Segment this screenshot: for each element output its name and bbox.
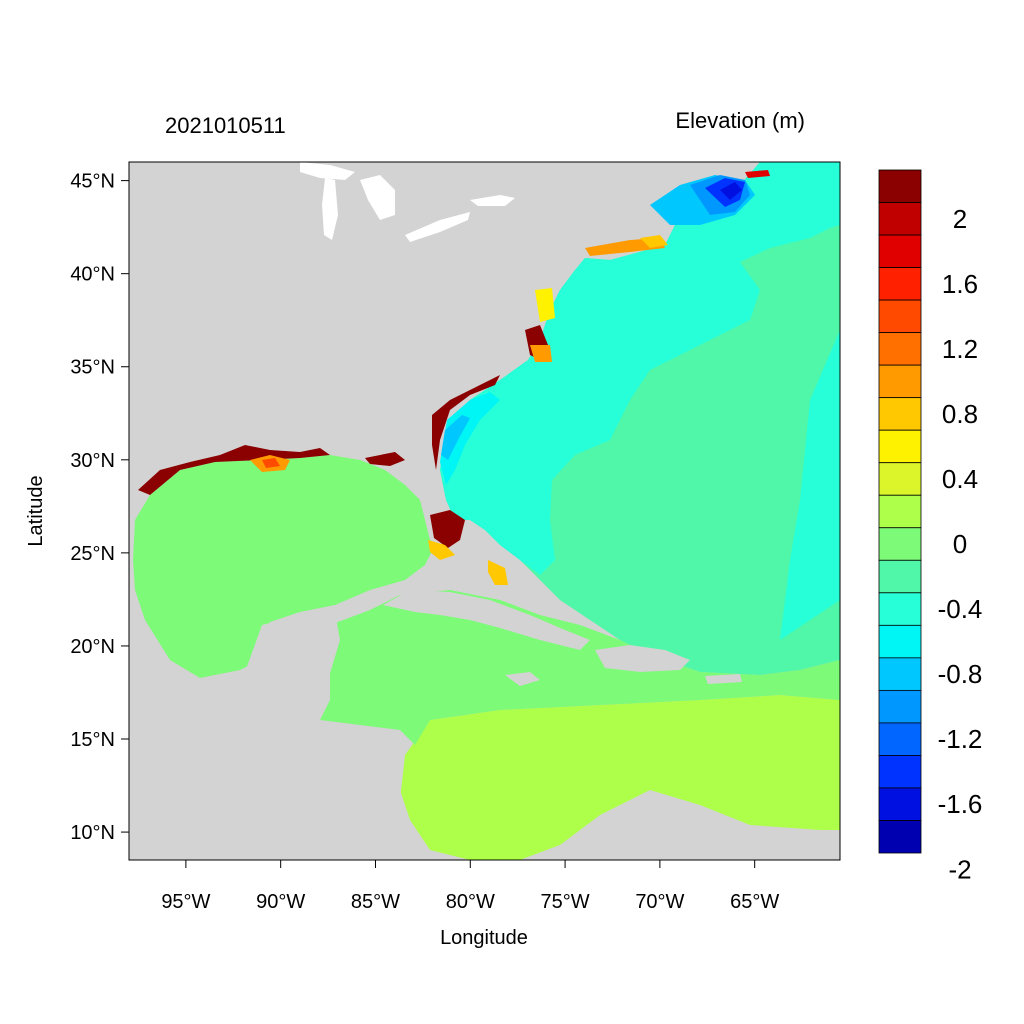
y-tick-label: 40°N (70, 264, 115, 286)
colorbar-label: -1.2 (938, 724, 983, 754)
colorbar-swatch (878, 559, 922, 594)
x-axis-label: Longitude (440, 927, 528, 949)
central-america-land (129, 715, 405, 860)
colorbar-swatch (878, 624, 922, 659)
hispaniola-land (595, 645, 690, 672)
colorbar-label: 0.8 (942, 399, 978, 429)
gulf-coast-surge (138, 445, 330, 495)
x-tick-label: 75°W (541, 891, 590, 913)
x-tick-label: 80°W (446, 891, 495, 913)
map-panel: 95°W 90°W 85°W 80°W 75°W 70°W 65°W 45°N 40°N 35°… (70, 161, 841, 913)
colorbar-label: 0.4 (942, 464, 978, 494)
big-bend-surge (365, 452, 405, 466)
carolina-coast-surge (432, 375, 500, 470)
colorbar-swatch (878, 527, 922, 561)
puerto-rico-land (705, 674, 742, 684)
y-tick-label: 20°N (70, 636, 115, 658)
lake-huron (360, 175, 395, 220)
x-tick-label: 85°W (351, 891, 400, 913)
variable-title: Elevation (m) (675, 108, 805, 133)
louisiana-surge-peak (262, 458, 280, 468)
georgia-low-water (440, 392, 500, 485)
cuba-land (383, 590, 590, 650)
colorbar-label: 1.6 (942, 269, 978, 299)
colorbar-label: -0.4 (938, 594, 983, 624)
x-tick-label: 70°W (635, 891, 684, 913)
colorbar-swatch (878, 755, 922, 789)
colorbar (878, 169, 922, 854)
y-tick-label: 10°N (70, 822, 115, 844)
colorbar-swatch (878, 462, 922, 496)
colorbar-swatch (878, 592, 922, 626)
x-axis-ticks: 95°W 90°W 85°W 80°W 75°W 70°W 65°W (161, 860, 779, 913)
colorbar-labels: 2 1.6 1.2 0.8 0.4 0 -0.4 -0.8 -1.2 -1.6 -2 (938, 204, 983, 884)
colorbar-swatch (878, 332, 922, 366)
atlantic-east-low (780, 330, 840, 640)
y-tick-label: 25°N (70, 543, 115, 565)
jamaica-land (505, 672, 540, 686)
bahamas-surge (488, 560, 508, 585)
lake-ontario (470, 195, 515, 206)
florida-surge-high (430, 510, 465, 548)
florida-keys-surge (428, 540, 455, 560)
y-tick-label: 15°N (70, 729, 115, 751)
lake-superior (300, 162, 355, 180)
georgia-lower-water (441, 415, 470, 460)
colorbar-label: -0.8 (938, 659, 983, 689)
x-tick-label: 65°W (730, 891, 779, 913)
colorbar-label: -1.6 (938, 789, 983, 819)
colorbar-swatch (878, 494, 922, 529)
colorbar-swatch (878, 234, 922, 268)
colorbar-label: -2 (948, 854, 971, 884)
colorbar-swatch (878, 267, 922, 301)
x-tick-label: 95°W (161, 891, 210, 913)
colorbar-swatch (878, 657, 922, 691)
y-tick-label: 45°N (70, 171, 115, 193)
x-tick-label: 90°W (256, 891, 305, 913)
colorbar-swatch (878, 397, 922, 431)
colorbar-swatch (878, 429, 922, 464)
colorbar-swatch (878, 722, 922, 756)
colorbar-swatch (878, 169, 922, 203)
yucatan-land (245, 612, 340, 720)
colorbar-label: 1.2 (942, 334, 978, 364)
map-frame (128, 161, 841, 861)
caribbean-central (320, 590, 840, 745)
lake-erie (405, 212, 470, 242)
maine-coast-surge (745, 170, 770, 178)
colorbar-swatch (878, 820, 922, 854)
y-tick-label: 30°N (70, 450, 115, 472)
delaware-surge (535, 288, 555, 322)
y-axis-ticks: 45°N 40°N 35°N 30°N 25°N 20°N 15°N 10°N (70, 171, 129, 844)
pamlico-surge (530, 345, 552, 362)
date-title: 2021010511 (165, 113, 286, 138)
y-axis-label: Latitude (25, 475, 47, 546)
colorbar-swatch (878, 787, 922, 821)
cape-cod-surge (640, 235, 668, 248)
colorbar-swatch (878, 364, 922, 399)
colorbar-swatch (878, 299, 922, 334)
south-america-land (520, 790, 840, 860)
y-tick-label: 35°N (70, 357, 115, 379)
map-content (129, 162, 840, 860)
bay-of-fundy-min (720, 182, 742, 200)
gulf-of-mexico (133, 455, 435, 678)
colorbar-label: 2 (953, 204, 967, 234)
lake-michigan (322, 178, 338, 240)
colorbar-swatch (878, 689, 922, 724)
atlantic-north-region (440, 162, 840, 575)
colorbar-label: 0 (953, 529, 967, 559)
colorbar-swatch (878, 202, 922, 236)
